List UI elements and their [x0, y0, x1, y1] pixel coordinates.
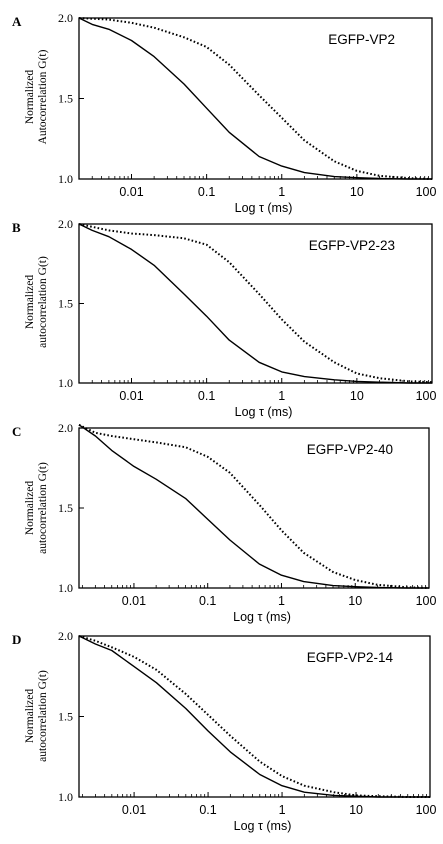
y-tick-label: 1.0 [58, 790, 73, 804]
x-axis-label: Log τ (ms) [234, 819, 292, 833]
y-axis-label-line: Normalized [24, 481, 36, 536]
panel-title: EGFP-VP2 [328, 32, 395, 47]
y-tick-label: 1.0 [58, 581, 73, 595]
series-line-solid [78, 424, 429, 589]
x-tick-label: 0.1 [199, 594, 216, 608]
x-tick-label: 10 [349, 803, 363, 817]
x-tick-label: 100 [416, 185, 437, 199]
x-tick-label: 10 [350, 185, 364, 199]
panel-letter: B [12, 220, 21, 235]
x-axis-label: Log τ (ms) [235, 405, 293, 419]
x-axis-label: Log τ (ms) [233, 610, 291, 624]
panel-letter: A [12, 14, 22, 29]
x-tick-label: 1 [278, 185, 285, 199]
y-axis-label: Normalizedautocorrelation G(t) [24, 256, 49, 348]
y-axis-label-line: Normalized [24, 275, 36, 330]
x-tick-label: 0.01 [122, 594, 146, 608]
series-line-solid [78, 223, 432, 384]
panel-a: 0.01 0.1 1 10 100 1.0 1.5 2.0 Log τ (ms) Normaliz… [12, 11, 436, 215]
y-tick-label: 1.5 [58, 92, 73, 106]
y-axis-label: Normalizedautocorrelation G(t) [24, 462, 49, 554]
x-tick-label: 0.1 [198, 389, 215, 403]
x-tick-label: 100 [416, 803, 437, 817]
x-tick-label: 0.1 [199, 803, 216, 817]
x-tick-label: 1 [279, 803, 286, 817]
x-tick-label: 0.1 [198, 185, 215, 199]
panel-title: EGFP-VP2-40 [307, 442, 393, 457]
y-tick-label: 2.0 [58, 421, 73, 435]
y-tick-label: 1.5 [58, 710, 73, 724]
panel-d: 0.01 0.1 1 10 100 1.0 1.5 2.0 Log τ (ms) Normaliz… [12, 629, 436, 833]
y-tick-label: 1.0 [58, 376, 73, 390]
y-axis-label: Normalizedautocorrelation G(t) [24, 670, 49, 762]
y-axis-label-line: Autocorrelation G(t) [37, 49, 49, 144]
y-tick-label: 2.0 [58, 11, 73, 25]
x-tick-label: 100 [416, 594, 437, 608]
y-axis-label-line: autocorrelation G(t) [37, 462, 49, 554]
series-line-dotted [78, 223, 433, 384]
y-tick-label: 1.5 [58, 297, 73, 311]
y-tick-label: 1.0 [58, 172, 73, 186]
panel-letter: C [12, 424, 21, 439]
y-tick-label: 2.0 [58, 629, 73, 643]
y-axis-label-line: Normalized [24, 70, 36, 125]
y-axis-label: NormalizedAutocorrelation G(t) [24, 49, 49, 144]
panel-title: EGFP-VP2-23 [309, 238, 395, 253]
panel-title: EGFP-VP2-14 [307, 650, 394, 665]
x-tick-label: 10 [348, 594, 362, 608]
y-axis-label-line: autocorrelation G(t) [37, 256, 49, 348]
y-axis-label-line: autocorrelation G(t) [37, 670, 49, 762]
x-tick-label: 10 [350, 389, 364, 403]
y-tick-label: 2.0 [58, 217, 73, 231]
x-tick-label: 100 [416, 389, 437, 403]
x-tick-label: 0.01 [119, 389, 143, 403]
series-line-solid [78, 17, 432, 180]
panel-c: 0.01 0.1 1 10 100 1.0 1.5 2.0 Log τ (ms) Normaliz… [12, 421, 436, 624]
x-tick-label: 0.01 [119, 185, 143, 199]
y-axis-label-line: Normalized [24, 689, 36, 744]
series-line-dotted [78, 635, 430, 798]
panel-letter: D [12, 632, 21, 647]
x-tick-label: 1 [278, 389, 285, 403]
x-tick-label: 1 [278, 594, 285, 608]
y-tick-label: 1.5 [58, 501, 73, 515]
x-tick-label: 0.01 [122, 803, 146, 817]
panel-b: 0.01 0.1 1 10 100 1.0 1.5 2.0 Log τ (ms) Normaliz… [12, 217, 436, 419]
series-line-dotted [78, 423, 430, 589]
x-axis-label: Log τ (ms) [235, 201, 293, 215]
